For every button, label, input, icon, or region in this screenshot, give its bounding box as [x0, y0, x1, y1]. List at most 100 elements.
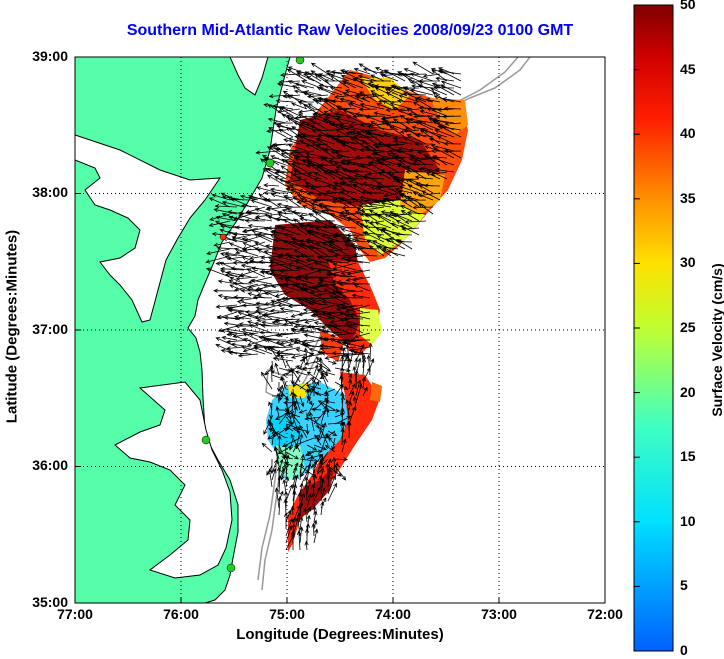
velocity-arrow — [291, 368, 301, 383]
velocity-arrow — [287, 143, 308, 152]
velocity-arrow — [256, 186, 280, 194]
velocity-arrow — [268, 127, 287, 138]
velocity-arrow — [256, 318, 280, 323]
velocity-arrow — [268, 428, 287, 439]
velocity-arrow — [257, 249, 273, 257]
velocity-arrow — [221, 200, 245, 208]
velocity-arrow — [252, 295, 273, 300]
velocity-arrow — [228, 350, 252, 355]
velocity-arrow — [297, 188, 315, 194]
velocity-arrow — [431, 156, 455, 166]
velocity-arrow — [414, 175, 434, 180]
velocity-arrow — [248, 324, 273, 334]
velocity-arrow — [396, 99, 413, 104]
velocity-arrow — [318, 86, 343, 96]
velocity-arrow — [442, 114, 462, 119]
velocity-arrow — [280, 376, 287, 390]
velocity-arrow — [246, 339, 266, 347]
velocity-arrow — [276, 202, 294, 208]
velocity-arrow — [425, 172, 441, 180]
velocity-arrow — [297, 101, 315, 110]
velocity-arrow — [348, 390, 355, 404]
velocity-arrow — [315, 144, 336, 159]
velocity-arrow — [313, 519, 318, 530]
velocity-arrow — [306, 385, 315, 404]
velocity-arrow — [241, 345, 266, 355]
velocity-arrow — [294, 318, 315, 324]
velocity-arrow — [241, 237, 259, 243]
grid-lines — [75, 57, 605, 603]
velocity-arrow — [355, 343, 365, 362]
velocity-arrow — [226, 346, 245, 351]
velocity-arrow — [340, 74, 357, 82]
velocity-arrow — [288, 241, 308, 250]
velocity-arrow — [309, 289, 329, 295]
velocity-arrow — [321, 311, 343, 320]
velocity-arrow — [359, 223, 378, 236]
velocity-arrow — [297, 311, 315, 317]
velocity-arrow — [278, 408, 290, 413]
velocity-arrow — [278, 458, 284, 474]
velocity-arrow — [293, 249, 308, 257]
velocity-arrow — [299, 302, 322, 313]
velocity-arrow — [367, 190, 384, 196]
velocity-arrow — [215, 304, 238, 309]
velocity-arrow — [294, 437, 315, 446]
velocity-arrow — [239, 194, 259, 201]
x-tick-label: 73:00 — [481, 606, 517, 622]
velocity-arrow — [313, 444, 327, 451]
velocity-arrow — [313, 197, 336, 202]
velocity-arrow — [237, 353, 259, 358]
colorbar-tick-label: 10 — [680, 513, 696, 529]
velocity-arrow — [361, 354, 366, 369]
velocity-arrow — [394, 232, 413, 237]
velocity-arrow — [347, 400, 352, 411]
velocity-arrow — [356, 207, 378, 222]
velocity-arrow — [346, 324, 364, 334]
velocity-arrow — [299, 395, 305, 408]
velocity-arrow — [320, 233, 343, 238]
velocity-arrow — [381, 248, 406, 257]
velocity-arrow — [330, 213, 350, 222]
velocity-arrow — [322, 118, 343, 131]
velocity-arrow — [348, 378, 353, 390]
velocity-arrow — [359, 102, 385, 110]
velocity-arrow — [278, 178, 301, 187]
velocity-arrow — [386, 88, 406, 96]
velocity-arrow — [349, 101, 371, 110]
velocity-arrow — [346, 216, 364, 229]
velocity-arrow — [383, 69, 406, 82]
velocity-arrow — [390, 222, 406, 229]
velocity-arrow — [304, 182, 322, 194]
velocity-arrow — [320, 351, 343, 356]
velocity-arrow — [384, 213, 399, 222]
velocity-arrow — [213, 288, 238, 293]
velocity-arrow — [404, 178, 420, 187]
velocity-arrow — [306, 173, 322, 180]
velocity-arrow — [278, 411, 289, 425]
velocity-arrow — [414, 141, 433, 147]
velocity-arrow — [423, 154, 441, 166]
velocity-arrow — [280, 165, 301, 180]
velocity-arrow — [292, 374, 301, 388]
velocity-arrow — [304, 528, 310, 543]
velocity-arrow — [397, 71, 420, 82]
velocity-arrow — [331, 323, 357, 328]
velocity-arrow — [352, 276, 371, 282]
velocity-arrow — [352, 183, 371, 194]
velocity-arrow — [292, 381, 310, 393]
velocity-arrow — [346, 160, 371, 166]
velocity-arrow — [342, 109, 364, 117]
velocity-arrow — [308, 266, 329, 271]
velocity-arrow — [283, 512, 289, 530]
velocity-arrow — [294, 284, 315, 292]
velocity-arrow — [308, 118, 329, 131]
velocity-arrow — [313, 460, 318, 474]
velocity-arrow — [406, 210, 427, 215]
velocity-arrow — [303, 276, 329, 281]
velocity-arrow — [274, 487, 280, 509]
velocity-arrow — [400, 205, 420, 215]
velocity-arrow — [313, 178, 336, 187]
velocity-arrow — [233, 247, 259, 257]
